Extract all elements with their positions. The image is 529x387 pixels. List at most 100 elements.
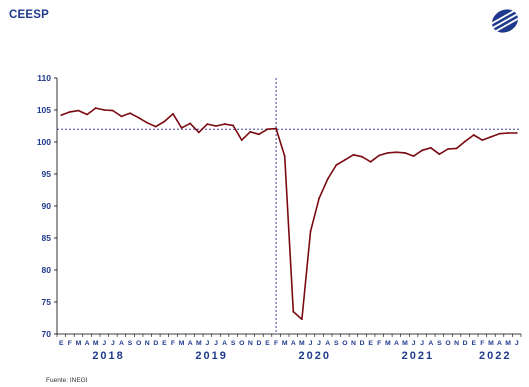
data-point bbox=[318, 197, 320, 200]
x-month-label: N bbox=[454, 340, 459, 347]
x-month-label: M bbox=[488, 340, 494, 347]
data-point bbox=[498, 132, 501, 135]
data-point bbox=[120, 115, 123, 118]
x-month-label: S bbox=[231, 340, 236, 347]
x-month-label: A bbox=[428, 340, 433, 347]
data-point bbox=[60, 114, 63, 117]
y-tick-label: 70 bbox=[42, 329, 52, 339]
data-point bbox=[292, 310, 295, 313]
data-point bbox=[146, 121, 149, 124]
data-point bbox=[369, 160, 372, 163]
x-month-label: J bbox=[412, 340, 416, 347]
x-month-label: M bbox=[196, 340, 202, 347]
data-point bbox=[507, 132, 510, 134]
x-month-label: F bbox=[377, 340, 381, 347]
data-point bbox=[77, 109, 80, 112]
x-month-label: O bbox=[136, 340, 141, 347]
data-point bbox=[464, 140, 467, 143]
data-point bbox=[421, 149, 424, 152]
x-month-label: M bbox=[505, 340, 511, 347]
data-point bbox=[352, 153, 355, 156]
y-tick-label: 100 bbox=[37, 137, 51, 147]
x-month-label: D bbox=[360, 340, 365, 347]
data-point bbox=[326, 178, 329, 181]
data-point bbox=[258, 133, 260, 136]
x-month-label: J bbox=[515, 340, 519, 347]
x-month-label: F bbox=[171, 340, 175, 347]
x-month-label: M bbox=[385, 340, 391, 347]
data-point bbox=[455, 147, 458, 150]
x-month-label: E bbox=[265, 340, 270, 347]
data-point bbox=[378, 154, 381, 157]
data-point bbox=[481, 139, 484, 141]
data-point bbox=[395, 151, 398, 154]
x-month-label: O bbox=[445, 340, 450, 347]
series-group bbox=[60, 107, 518, 321]
data-point bbox=[103, 109, 106, 111]
y-tick-label: 105 bbox=[37, 105, 51, 115]
brand-title: CEESP bbox=[9, 9, 49, 21]
x-month-label: A bbox=[394, 340, 399, 347]
x-month-label: A bbox=[291, 340, 296, 347]
data-point bbox=[438, 153, 441, 156]
data-point bbox=[240, 139, 243, 141]
source-note: Fuente: INEGI bbox=[46, 377, 88, 384]
data-point bbox=[68, 111, 71, 113]
data-point bbox=[300, 318, 303, 321]
x-month-label: F bbox=[480, 340, 484, 347]
x-month-label: A bbox=[222, 340, 227, 347]
x-month-label: O bbox=[239, 340, 244, 347]
data-point bbox=[197, 131, 200, 134]
data-point bbox=[447, 148, 449, 150]
data-point bbox=[386, 151, 389, 154]
x-year-label: 2018 bbox=[92, 350, 124, 362]
data-point bbox=[189, 122, 192, 125]
x-month-label: D bbox=[256, 340, 261, 347]
y-tick-label: 75 bbox=[42, 297, 52, 307]
x-month-label: A bbox=[325, 340, 330, 347]
data-point bbox=[137, 116, 140, 119]
x-year-label: 2022 bbox=[479, 350, 511, 362]
data-point bbox=[343, 159, 346, 161]
x-month-label: E bbox=[162, 340, 167, 347]
x-month-label: M bbox=[402, 340, 408, 347]
data-point bbox=[515, 132, 518, 134]
data-point bbox=[215, 125, 217, 127]
x-month-label: D bbox=[463, 340, 468, 347]
data-point bbox=[206, 123, 209, 125]
data-point bbox=[163, 120, 166, 123]
data-point bbox=[86, 113, 88, 116]
x-month-label: A bbox=[188, 340, 193, 347]
data-point bbox=[129, 112, 131, 115]
x-month-label: E bbox=[368, 340, 373, 347]
data-point bbox=[266, 128, 269, 131]
series-line bbox=[61, 107, 517, 321]
data-point bbox=[275, 127, 278, 130]
x-month-label: A bbox=[85, 340, 90, 347]
x-month-label: J bbox=[420, 340, 424, 347]
data-point bbox=[180, 127, 183, 129]
y-axis: 70 75 80 85 90 95 100 105 110 bbox=[37, 73, 58, 339]
x-month-label: S bbox=[334, 340, 339, 347]
data-point bbox=[249, 130, 252, 133]
x-month-label: M bbox=[299, 340, 305, 347]
data-point bbox=[232, 124, 235, 127]
reference-lines bbox=[57, 78, 521, 334]
x-month-label: D bbox=[153, 340, 158, 347]
x-month-label: E bbox=[59, 340, 64, 347]
data-point bbox=[223, 123, 226, 125]
x-month-label: F bbox=[68, 340, 72, 347]
data-point bbox=[429, 146, 432, 149]
data-point bbox=[111, 109, 114, 112]
x-month-label: M bbox=[76, 340, 82, 347]
x-month-label: J bbox=[317, 340, 321, 347]
y-tick-label: 80 bbox=[42, 265, 52, 275]
x-month-label: E bbox=[471, 340, 476, 347]
data-point bbox=[490, 135, 492, 138]
x-month-label: J bbox=[214, 340, 218, 347]
x-month-label: M bbox=[282, 340, 288, 347]
x-month-label: F bbox=[274, 340, 278, 347]
x-year-label: 2021 bbox=[402, 350, 434, 362]
x-month-label: A bbox=[497, 340, 502, 347]
